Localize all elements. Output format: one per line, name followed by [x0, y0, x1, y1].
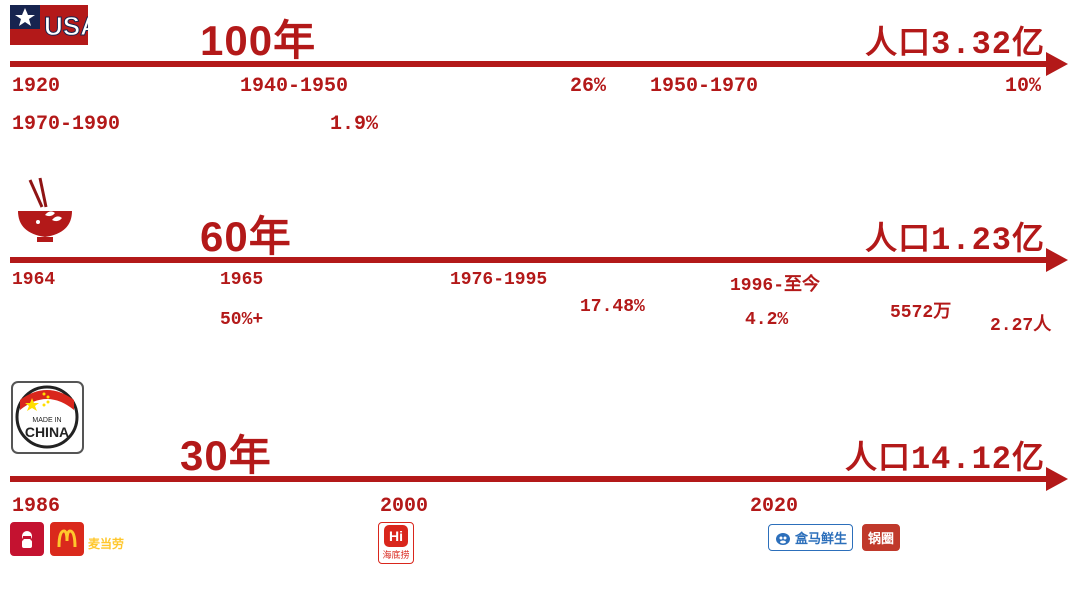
- china-labels-label-1: 2000: [380, 495, 428, 518]
- timeline-japan: 60年 人口1.23亿 1964 1965 1976-1995 17.48% 1996-…: [10, 175, 1070, 355]
- usa-labels-label-2: 26%: [570, 75, 606, 98]
- usa-big-year: 100年: [200, 7, 316, 68]
- usa-labels-label-5: 1970-1990: [12, 113, 120, 136]
- brand-guoquan-label: 锅圈: [868, 528, 894, 547]
- china-arrow-head: [1046, 467, 1068, 491]
- japan-labels-label-1: 1965: [220, 270, 263, 290]
- usa-labels-label-3: 1950-1970: [650, 75, 758, 98]
- japan-labels-label-6: 4.2%: [745, 310, 788, 330]
- brand-haidilao: Hi 海底捞: [378, 522, 414, 564]
- usa-labels-label-0: 1920: [12, 75, 60, 98]
- japan-labels-label-0: 1964: [12, 270, 55, 290]
- brand-haidilao-label: 海底捞: [382, 548, 409, 561]
- china-big-year: 30年: [180, 422, 272, 483]
- japan-arrow-head: [1046, 248, 1068, 272]
- japan-bowl-icon: [10, 175, 80, 250]
- japan-labels-label-3: 17.48%: [580, 297, 645, 317]
- japan-labels-label-5: 50%+: [220, 310, 263, 330]
- brand-hema: 盒马鲜生: [768, 524, 853, 551]
- brand-mcdonalds: [50, 522, 84, 556]
- china-labels-label-2: 2020: [750, 495, 798, 518]
- usa-labels-label-4: 10%: [1005, 75, 1041, 98]
- timeline-china: MADE IN CHINA 30年 人口14.12亿 198620002020 …: [10, 380, 1070, 580]
- usa-arrow-head: [1046, 52, 1068, 76]
- china-arrow-line: [10, 476, 1048, 482]
- brand-hema-label: 盒马鲜生: [795, 528, 847, 547]
- usa-arrow-line: [10, 61, 1048, 67]
- china-badge-icon: MADE IN CHINA: [10, 380, 85, 460]
- brand-mcdonalds-label: 麦当劳: [88, 535, 124, 552]
- usa-labels-label-6: 1.9%: [330, 113, 378, 136]
- timeline-usa: USA 100年 人口3.32亿 1920 1940-1950 26% 1950-19…: [10, 5, 1070, 165]
- japan-labels-label-2: 1976-1995: [450, 270, 547, 290]
- china-badge-top-text: MADE IN: [32, 417, 61, 424]
- china-labels-label-0: 1986: [12, 495, 60, 518]
- usa-population: 人口3.32亿: [865, 17, 1045, 63]
- usa-labels-label-1: 1940-1950: [240, 75, 348, 98]
- usa-flag-icon: USA: [10, 5, 88, 50]
- svg-text:USA: USA: [44, 11, 88, 41]
- brand-guoquan: 锅圈: [862, 524, 900, 551]
- japan-labels-label-4: 1996-至今: [730, 270, 820, 296]
- japan-arrow-line: [10, 257, 1048, 263]
- japan-labels-label-7: 5572万: [890, 297, 951, 323]
- china-population: 人口14.12亿: [845, 432, 1045, 478]
- japan-labels-label-8: 2.27人: [990, 310, 1051, 336]
- brand-kfc: [10, 522, 44, 556]
- japan-big-year: 60年: [200, 203, 292, 264]
- china-badge-bottom-text: CHINA: [25, 424, 69, 440]
- japan-population: 人口1.23亿: [865, 213, 1045, 259]
